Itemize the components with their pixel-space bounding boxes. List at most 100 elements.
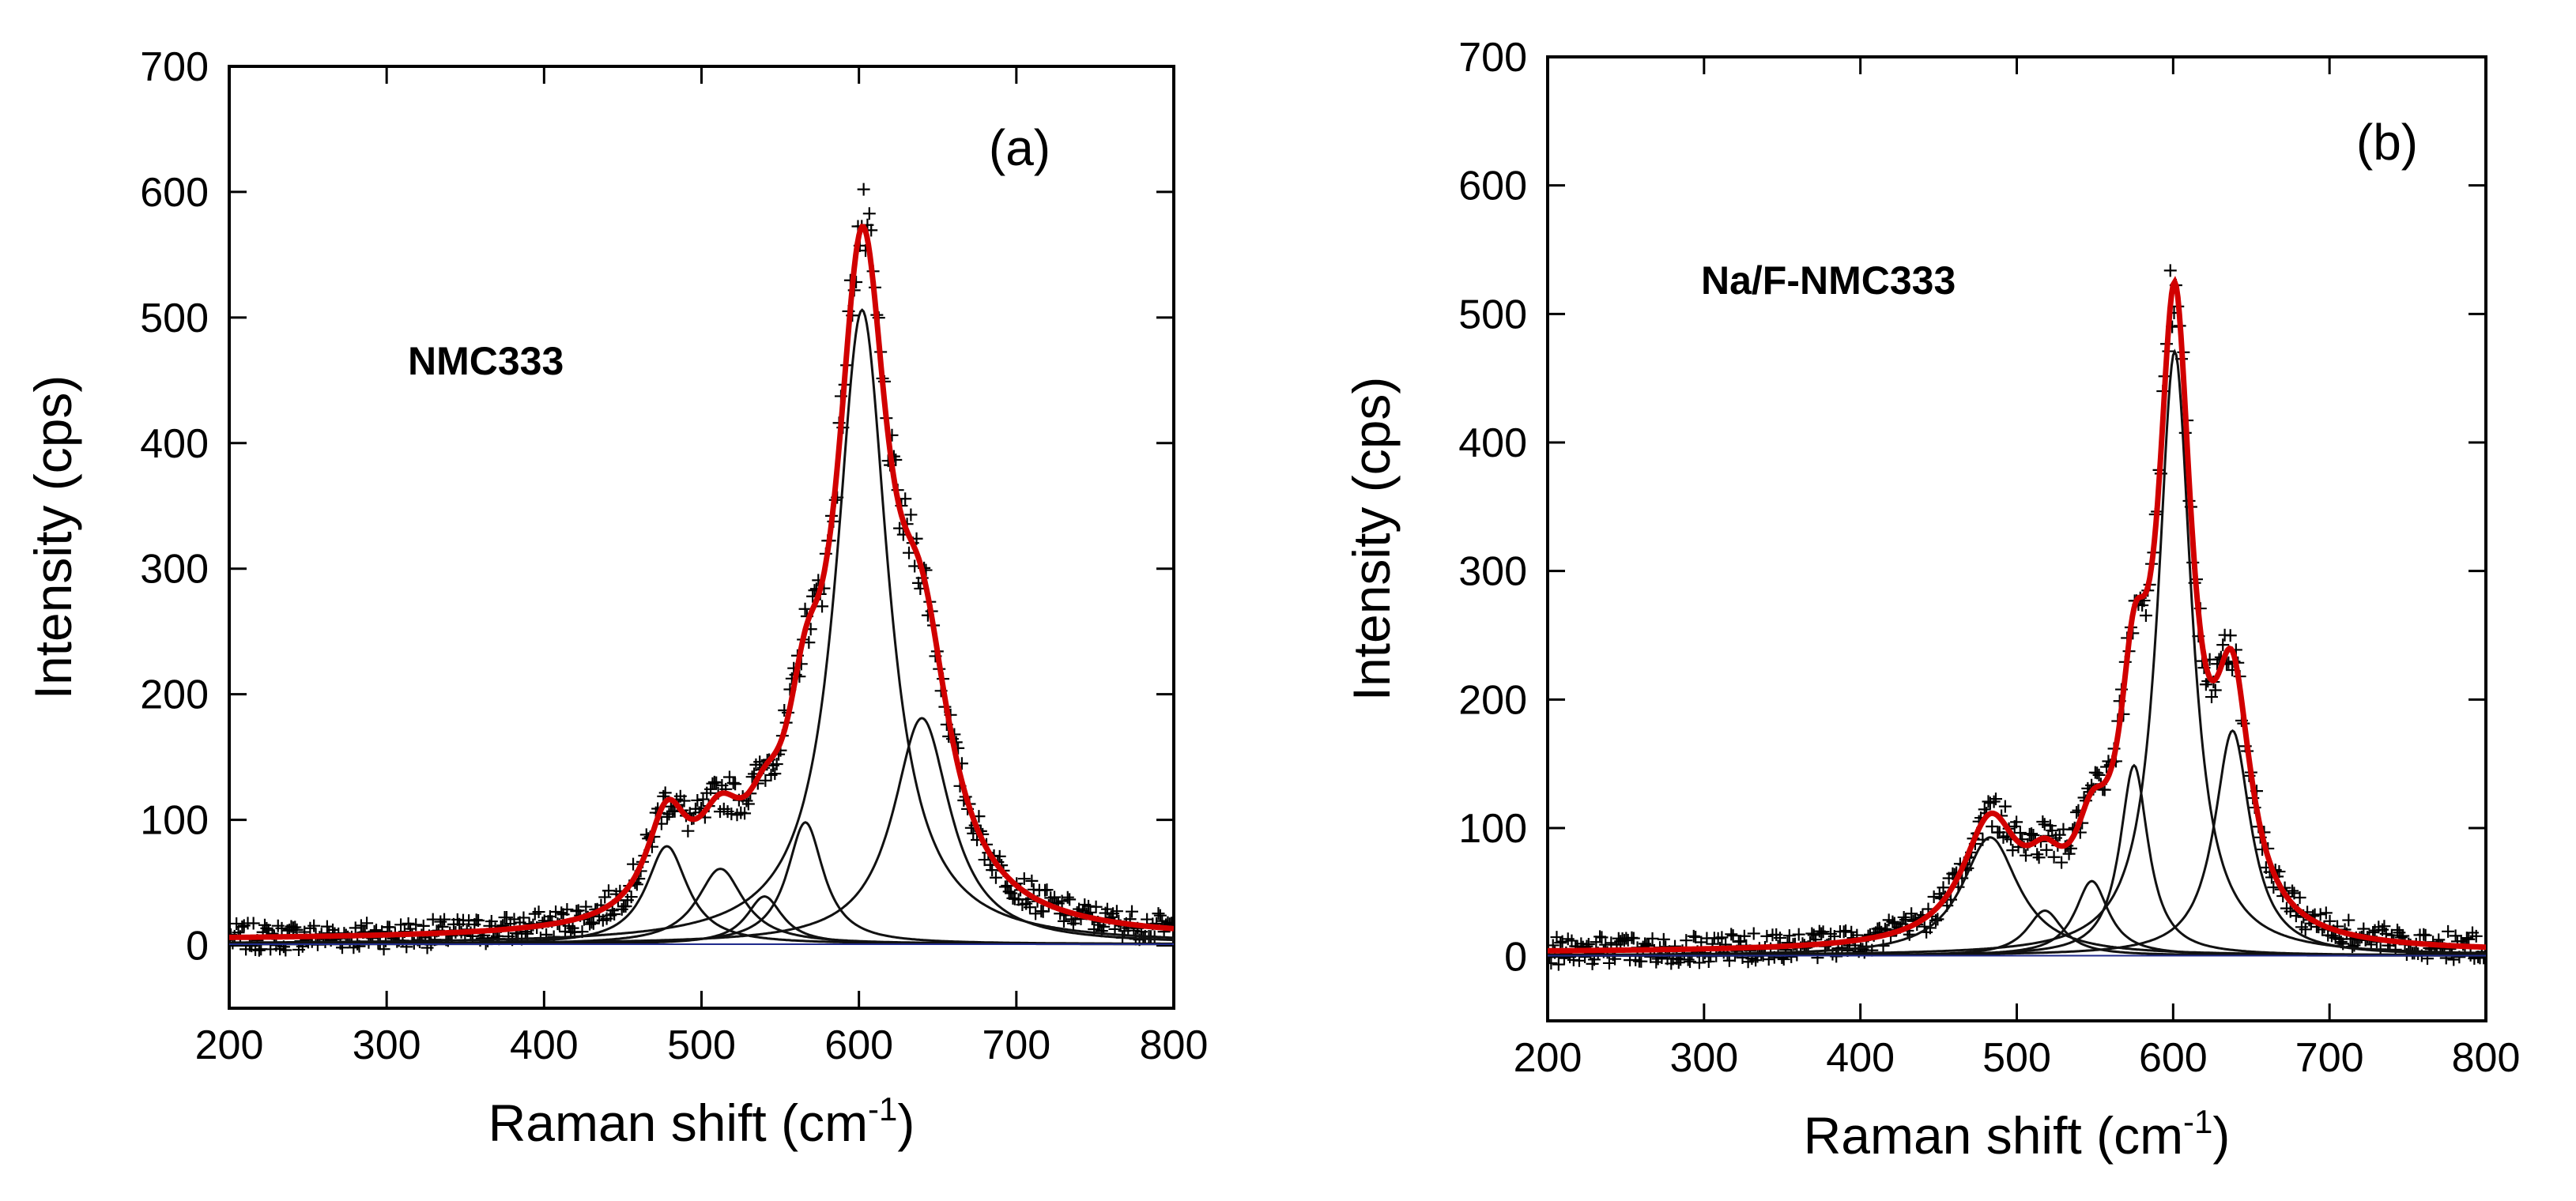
x-tick-label: 400 — [510, 1022, 579, 1068]
y-tick-label: 300 — [1458, 549, 1527, 595]
data-point-marker — [1595, 931, 1609, 944]
data-point-marker — [2038, 818, 2051, 831]
data-point-marker — [1687, 929, 1700, 943]
data-point-marker — [230, 917, 243, 930]
data-point-marker — [354, 919, 368, 932]
sample-label: Na/F-NMC333 — [1701, 258, 1956, 303]
data-point-marker — [2342, 913, 2355, 927]
data-point-marker — [1025, 874, 1039, 887]
data-point-marker — [289, 921, 302, 934]
data-point-marker — [798, 602, 812, 616]
x-tick-label: 700 — [982, 1022, 1050, 1068]
data-point-marker — [691, 793, 704, 807]
data-point-marker — [585, 916, 598, 929]
data-point-marker — [1002, 885, 1016, 898]
data-point-marker — [1017, 872, 1031, 886]
x-axis-title-text: Raman shift (cm — [1804, 1106, 2183, 1165]
x-tick-label: 500 — [1982, 1035, 2051, 1081]
data-point-marker — [978, 853, 991, 867]
data-point-marker — [1715, 931, 1729, 944]
data-point-marker — [2025, 827, 2039, 841]
data-point-marker — [472, 914, 485, 928]
data-point-marker — [1554, 936, 1567, 950]
plot-frame — [228, 65, 1175, 1010]
x-axis-title: Raman shift (cm-1) — [488, 1090, 915, 1152]
chart-panel-b: 200 300 400 500 600 700 800 0 100 200 300 400 500 600… — [1342, 35, 2520, 1165]
data-point-marker — [1646, 932, 1659, 945]
y-tick-label: 700 — [1458, 35, 1527, 81]
data-point-marker — [2299, 923, 2312, 936]
y-tick-label: 400 — [140, 421, 209, 467]
data-point-marker — [1792, 928, 1805, 941]
x-axis-title-close: ) — [2212, 1106, 2230, 1165]
data-point-marker — [320, 920, 334, 933]
data-point-marker — [1998, 800, 2012, 813]
data-point-marker — [627, 857, 640, 871]
data-point-marker — [2199, 678, 2212, 691]
data-point-marker — [989, 871, 1002, 884]
data-point-marker — [1927, 890, 1940, 903]
data-point-marker — [2462, 932, 2476, 946]
data-point-marker — [658, 786, 672, 800]
data-point-marker — [586, 917, 600, 930]
data-point-marker — [2036, 815, 2050, 829]
x-axis-title: Raman shift (cm-1) — [1804, 1103, 2231, 1165]
data-point-marker — [349, 921, 362, 935]
data-point-marker — [485, 915, 498, 928]
data-point-marker — [1886, 915, 1899, 928]
data-point-marker — [619, 899, 632, 913]
data-point-marker — [1937, 881, 1950, 894]
data-point-marker — [738, 807, 752, 820]
data-point-marker — [986, 864, 999, 877]
data-point-marker — [402, 917, 415, 930]
data-point-marker — [2019, 849, 2032, 862]
data-point-marker — [532, 905, 545, 919]
x-tick-label: 200 — [1514, 1035, 1582, 1081]
data-point-marker — [409, 918, 423, 932]
x-tick-label: 600 — [2139, 1035, 2208, 1081]
plot-frame — [1546, 55, 2487, 1022]
data-point-marker — [1089, 900, 1103, 913]
data-point-marker — [1061, 890, 1074, 904]
cumulative-fit-curve — [229, 224, 1174, 940]
data-point-marker — [1644, 950, 1658, 963]
data-point-marker — [862, 207, 876, 220]
data-point-marker — [360, 917, 374, 930]
data-point-marker — [1605, 936, 1618, 950]
data-point-marker — [741, 797, 755, 811]
data-point-marker — [725, 808, 738, 821]
data-point-marker — [661, 810, 674, 823]
data-point-marker — [816, 600, 829, 613]
plot-area — [1548, 264, 2486, 971]
cumulative-fit-curve — [1548, 276, 2486, 954]
plot-area — [229, 183, 1174, 957]
y-tick-label: 100 — [1458, 806, 1527, 852]
data-point-marker — [1126, 905, 1139, 918]
data-point-marker — [710, 776, 723, 789]
data-point-marker — [2319, 906, 2333, 920]
y-tick-label: 700 — [140, 44, 209, 90]
data-point-marker — [279, 943, 292, 957]
data-point-marker — [1702, 954, 1715, 968]
component-fit-curve — [229, 717, 1174, 945]
y-tick-label: 600 — [1458, 164, 1527, 209]
data-point-marker — [1036, 905, 1050, 918]
data-point-marker — [2139, 608, 2152, 622]
data-point-marker — [2055, 856, 2069, 869]
data-point-marker — [2091, 766, 2104, 780]
data-point-marker — [1845, 925, 1858, 939]
y-tick-label: 300 — [140, 547, 209, 593]
data-point-marker — [2286, 884, 2299, 898]
data-point-marker — [2293, 891, 2306, 905]
data-point-marker — [2469, 929, 2483, 943]
x-tick-label: 800 — [2452, 1035, 2521, 1081]
data-point-marker — [1063, 893, 1077, 906]
y-tick-label: 500 — [1458, 292, 1527, 337]
x-tick-label: 300 — [353, 1022, 421, 1068]
x-axis-title-superscript: -1 — [2183, 1103, 2212, 1140]
data-point-marker — [1725, 928, 1738, 941]
data-point-marker — [260, 921, 273, 935]
data-point-marker — [770, 758, 783, 771]
panel-letter: (b) — [2356, 114, 2418, 171]
data-point-marker — [2378, 920, 2391, 933]
